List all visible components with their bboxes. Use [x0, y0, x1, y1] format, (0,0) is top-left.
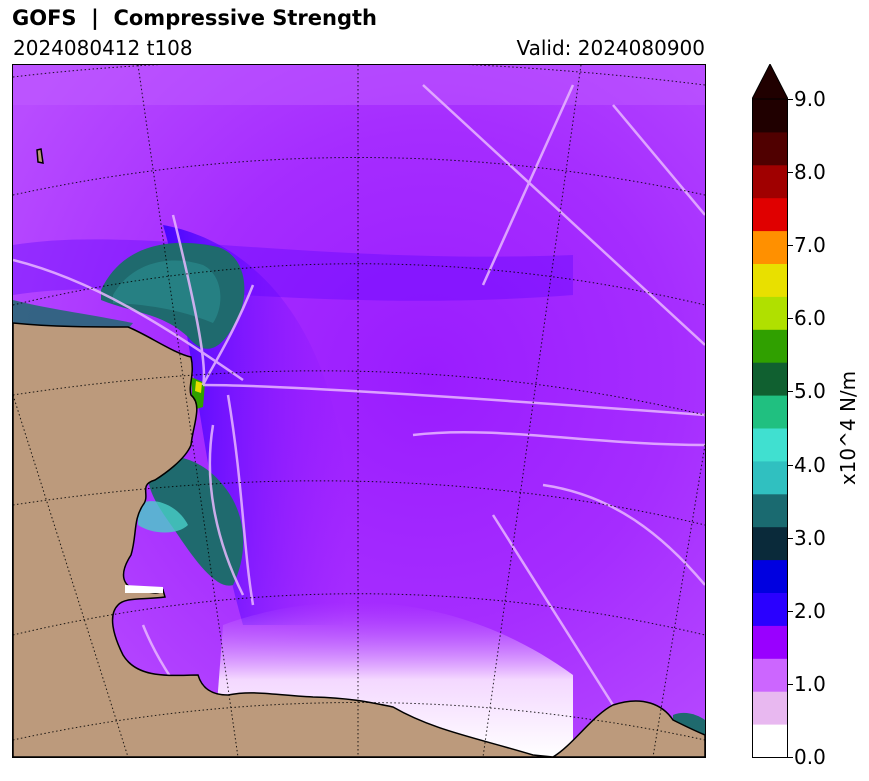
run-time-label: 2024080412 t108	[13, 36, 193, 60]
colorbar-tick-mark	[788, 391, 793, 393]
colorbar-segment	[752, 131, 788, 166]
colorbar-tick-label: 2.0	[794, 598, 826, 623]
colorbar-tick-mark	[788, 318, 793, 320]
colorbar-segment	[752, 559, 788, 593]
colorbar-segment	[752, 164, 788, 199]
colorbar-extend-arrow	[752, 64, 788, 100]
colorbar-segment	[752, 197, 788, 232]
colorbar-tick-mark	[788, 245, 793, 247]
colorbar-segment	[752, 493, 788, 528]
map-canvas	[13, 65, 705, 757]
teal-patch-south	[147, 456, 244, 586]
colorbar-tick-label: 4.0	[794, 452, 826, 477]
lead-lines	[13, 84, 705, 726]
map-panel	[12, 64, 706, 758]
colorbar-segment	[752, 658, 788, 692]
ice-shelf-edge	[125, 585, 163, 593]
colorbar-tick-label: 8.0	[794, 160, 826, 185]
yellow-spot	[195, 381, 202, 393]
colorbar-label: x10^4 N/m	[836, 370, 860, 486]
colorbar-segment	[752, 263, 788, 297]
colorbar-frame	[752, 98, 788, 758]
colorbar-tick-mark	[788, 683, 793, 685]
colorbar-segment	[752, 230, 788, 264]
colorbar-segment	[752, 625, 788, 659]
colorbar-tick-mark	[788, 172, 793, 174]
colorbar-segment	[752, 296, 788, 330]
colorbar-segment	[752, 362, 788, 396]
colorbar-tick-label: 7.0	[794, 233, 826, 258]
colorbar-segments	[752, 99, 788, 758]
colorbar-segment	[752, 592, 788, 626]
colorbar-tick-label: 6.0	[794, 306, 826, 331]
colorbar-tick-label: 0.0	[794, 745, 826, 769]
colorbar-tick-label: 1.0	[794, 671, 826, 696]
ice-light-band	[13, 65, 705, 105]
colorbar-tick-mark	[788, 757, 793, 758]
colorbar-segment	[752, 460, 788, 495]
colorbar-segment	[752, 99, 788, 133]
colorbar-segment	[752, 724, 788, 758]
colorbar-segment	[752, 428, 788, 462]
valid-time-label: Valid: 2024080900	[516, 36, 705, 60]
graticule	[13, 65, 705, 757]
colorbar-segment	[752, 395, 788, 429]
colorbar-tick-label: 5.0	[794, 379, 826, 404]
colorbar-segment	[752, 526, 788, 561]
colorbar-segment	[752, 691, 788, 725]
colorbar-segment	[752, 329, 788, 363]
cyan-patch	[138, 501, 188, 533]
chart-title: GOFS | Compressive Strength	[12, 6, 377, 30]
colorbar	[752, 64, 788, 758]
colorbar-tick-mark	[788, 537, 793, 539]
colorbar-tick-mark	[788, 99, 793, 100]
colorbar-tick-label: 3.0	[794, 525, 826, 550]
colorbar-tick-label: 9.0	[794, 87, 826, 111]
colorbar-tick-mark	[788, 464, 793, 466]
colorbar-tick-mark	[788, 610, 793, 612]
